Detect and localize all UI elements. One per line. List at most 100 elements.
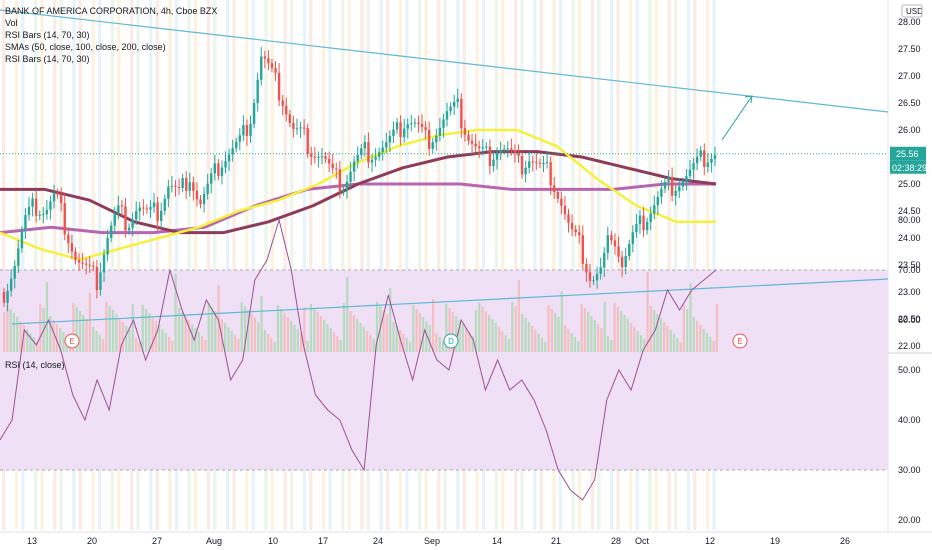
rsi-tick-label: 40.00: [898, 415, 921, 425]
price-tick-label: 24.50: [898, 206, 921, 216]
session-stripe: [206, 0, 210, 352]
volume-bar: [428, 325, 431, 352]
volume-bar: [577, 341, 580, 352]
candle-body: [628, 243, 631, 257]
session-stripe: [72, 0, 76, 352]
candle-body: [467, 134, 470, 141]
candle-body: [692, 163, 695, 170]
candle-body: [156, 202, 159, 221]
session-stripe: [98, 0, 102, 352]
volume-bar: [356, 319, 359, 352]
volume-bar: [606, 336, 610, 352]
event-marker[interactable]: E: [732, 333, 748, 349]
event-marker-circle: [64, 333, 80, 349]
volume-bar: [517, 280, 520, 352]
volume-bar: [534, 330, 537, 352]
candle-body: [581, 235, 585, 264]
volume-bar: [316, 312, 319, 352]
legend-rsi-bars-1[interactable]: RSI Bars (14, 70, 30): [5, 30, 90, 40]
symbol-title[interactable]: BANK OF AMERICA CORPORATION, 4h, Cboe BZ…: [5, 6, 218, 16]
session-stripe: [533, 0, 537, 352]
volume-bar: [144, 309, 148, 352]
candle-body: [660, 188, 663, 197]
candle-body: [31, 198, 34, 207]
rsi-tick-label: 30.00: [898, 465, 921, 475]
volume-bar: [676, 338, 679, 352]
volume-bar: [705, 333, 709, 352]
candle-body: [74, 251, 77, 261]
candle-body: [674, 191, 677, 196]
volume-bar: [273, 342, 276, 352]
volume-bar: [230, 331, 233, 352]
volume-bar: [237, 339, 240, 352]
volume-bar: [366, 331, 369, 352]
time-tick-label: 12: [705, 536, 715, 546]
candle-body: [713, 155, 717, 159]
candle-body: [274, 68, 277, 73]
candle-body: [292, 122, 295, 130]
volume-bar: [488, 315, 491, 352]
session-stripe: [110, 0, 114, 352]
candle-body: [306, 127, 309, 154]
candle-body: [710, 158, 713, 163]
candle-body: [553, 185, 556, 193]
currency-label[interactable]: USD: [906, 7, 923, 16]
volume-bar: [415, 309, 418, 352]
candle-body: [202, 193, 206, 205]
candle-body: [606, 235, 610, 253]
session-stripe: [78, 0, 82, 352]
candle-body: [699, 150, 702, 157]
candle-body: [406, 124, 409, 129]
volume-bar: [646, 272, 649, 352]
volume-bar: [72, 303, 75, 352]
volume-bar: [270, 338, 273, 352]
candle-body: [106, 237, 109, 255]
candle-body: [295, 128, 299, 130]
time-tick-label: Oct: [635, 536, 650, 546]
event-marker[interactable]: E: [64, 333, 80, 349]
session-stripe: [571, 0, 575, 352]
legend-smas[interactable]: SMAs (50, close, 100, close, 200, close): [5, 42, 166, 52]
price-axis: 28.0027.5027.0026.5026.0025.5025.0024.50…: [898, 17, 921, 351]
volume-bar: [181, 312, 184, 352]
candles: [2, 46, 717, 312]
rsi-axis: 80.00 70.00 60.00 50.00 40.00 30.00 20.00: [898, 215, 921, 525]
candle-body: [192, 182, 195, 191]
time-tick-label: 17: [318, 536, 328, 546]
session-stripe: [712, 0, 716, 352]
volume-bar: [405, 338, 408, 352]
volume-bar: [115, 314, 118, 352]
price-tick-label: 23.50: [898, 260, 921, 270]
volume-bar: [435, 333, 438, 352]
session-stripe: [328, 0, 332, 352]
volume-bar: [95, 331, 98, 352]
candle-body: [592, 280, 595, 282]
session-stripe: [283, 0, 287, 352]
session-stripe: [341, 0, 345, 352]
legend-rsi-bars-2[interactable]: RSI Bars (14, 70, 30): [5, 54, 90, 64]
candle-body: [63, 203, 66, 235]
candle-body: [335, 168, 338, 170]
volume-bar: [474, 310, 478, 352]
event-marker[interactable]: D: [443, 333, 459, 349]
candle-body: [84, 263, 88, 265]
candle-body: [563, 205, 567, 215]
candle-body: [649, 213, 652, 222]
volume-bar: [22, 325, 25, 352]
volume-bar: [478, 303, 481, 352]
session-stripe: [693, 0, 697, 352]
session-stripe: [251, 0, 255, 352]
session-stripe: [232, 0, 236, 352]
candle-body: [688, 169, 692, 177]
volume-bar: [451, 312, 454, 352]
volume-bar: [75, 307, 78, 352]
candle-body: [538, 162, 542, 164]
candle-body: [520, 155, 524, 175]
rsi-title[interactable]: RSI (14, close): [5, 360, 65, 370]
volume-bar: [498, 327, 501, 352]
legend-vol[interactable]: Vol: [5, 18, 18, 28]
volume-bar: [501, 331, 504, 352]
price-tick-label: 24.00: [898, 233, 921, 243]
session-stripe: [686, 0, 690, 352]
